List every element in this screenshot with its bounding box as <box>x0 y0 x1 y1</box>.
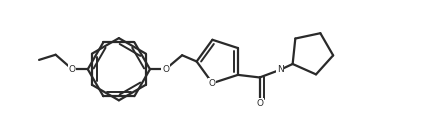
Text: O: O <box>162 65 169 74</box>
Text: O: O <box>209 79 216 88</box>
Text: O: O <box>256 99 263 108</box>
Text: N: N <box>277 65 284 74</box>
Text: O: O <box>69 65 76 74</box>
